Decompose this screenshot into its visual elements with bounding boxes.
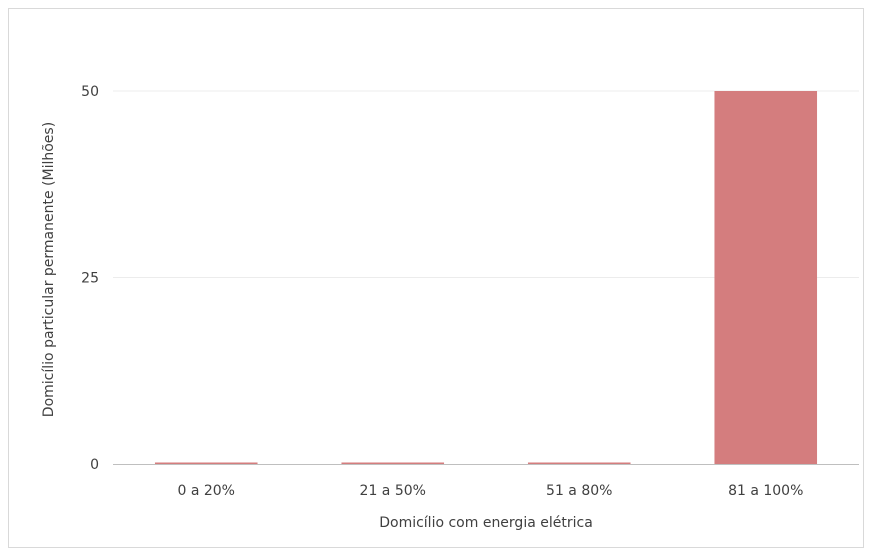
x-tick-label: 0 a 20% bbox=[177, 483, 235, 499]
y-tick-label: 0 bbox=[90, 457, 99, 473]
bar bbox=[714, 91, 818, 464]
bar bbox=[527, 462, 631, 464]
bars bbox=[154, 91, 818, 464]
x-tick-labels: 0 a 20% 21 a 50% 51 a 80% 81 a 100% bbox=[177, 483, 803, 499]
chart-frame: 0 25 50 0 a 20% 21 a 50% 51 a 80% 81 a 100% D… bbox=[8, 8, 864, 548]
bar bbox=[154, 462, 258, 464]
bar-chart: 0 25 50 0 a 20% 21 a 50% 51 a 80% 81 a 100% D… bbox=[41, 84, 859, 531]
x-tick-label: 81 a 100% bbox=[728, 483, 803, 499]
bar bbox=[341, 462, 445, 464]
x-tick-label: 21 a 50% bbox=[360, 483, 426, 499]
y-tick-labels: 0 25 50 bbox=[81, 84, 99, 473]
x-axis-title: Domicílio com energia elétrica bbox=[379, 515, 593, 531]
y-tick-label: 25 bbox=[81, 271, 99, 287]
y-tick-label: 50 bbox=[81, 84, 99, 100]
x-tick-label: 51 a 80% bbox=[546, 483, 612, 499]
y-axis-title: Domicílio particular permanente (Milhões… bbox=[41, 122, 57, 417]
